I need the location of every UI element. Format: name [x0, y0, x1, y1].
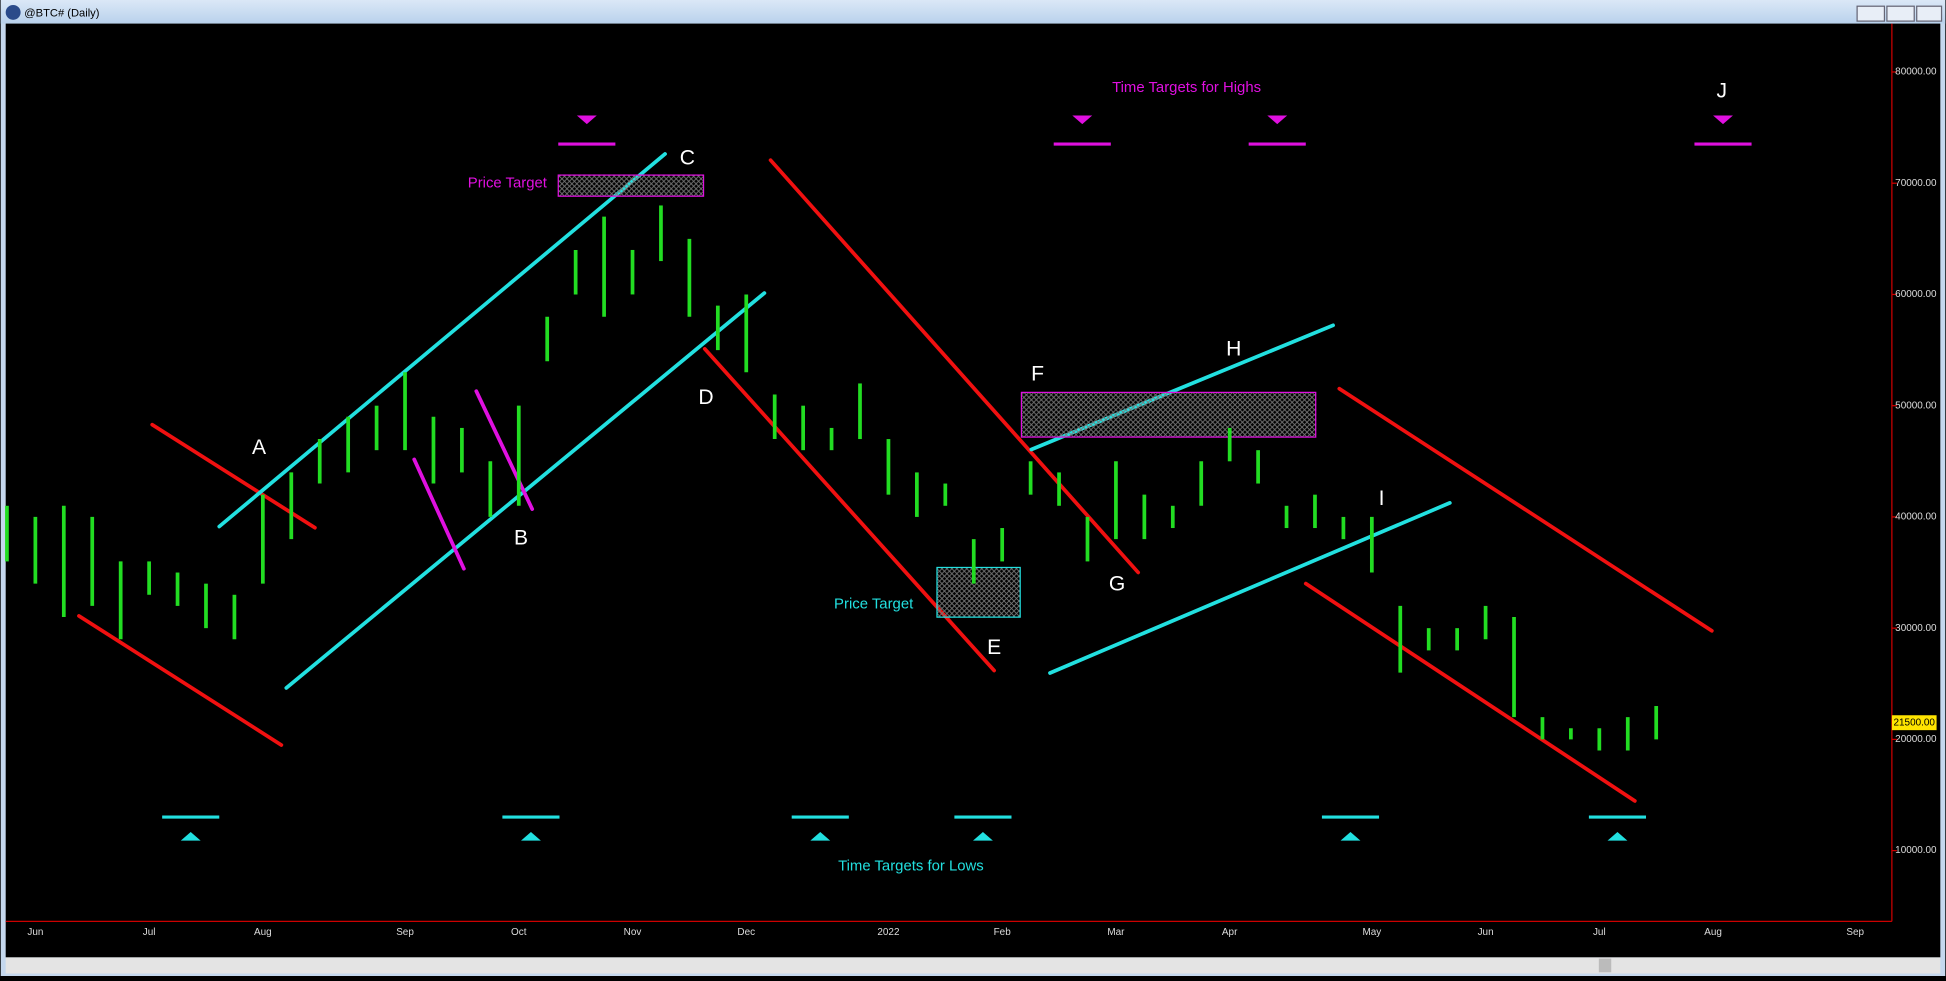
window-buttons[interactable]	[1856, 5, 1943, 22]
close-button[interactable]	[1916, 5, 1943, 22]
y-tick-label: 60000.00	[1895, 289, 1937, 300]
annotation: E	[987, 636, 1001, 659]
scrollbar[interactable]	[5, 957, 1941, 974]
y-tick-label: 30000.00	[1895, 623, 1937, 634]
x-tick-label: Jul	[1593, 927, 1606, 938]
annotation: Time Targets for Highs	[1112, 80, 1261, 96]
target-box	[936, 566, 1021, 618]
x-tick-label: Sep	[396, 927, 414, 938]
low-time-marker	[1607, 831, 1628, 841]
window-title: @BTC# (Daily)	[24, 8, 99, 20]
low-time-marker	[521, 831, 541, 841]
trend-line	[150, 422, 317, 530]
low-time-marker	[180, 831, 201, 841]
x-tick-label: Oct	[511, 927, 527, 938]
annotation: A	[252, 436, 267, 459]
annotation: J	[1716, 79, 1727, 102]
annotation: G	[1109, 572, 1125, 595]
annotation: H	[1226, 338, 1241, 361]
annotation: F	[1031, 363, 1044, 386]
time-markers	[162, 115, 1752, 841]
app-icon	[5, 4, 21, 20]
annotation: Price Target	[834, 597, 914, 613]
annotation: D	[698, 386, 713, 409]
target-box	[1020, 391, 1317, 438]
y-tick-label: 80000.00	[1895, 67, 1937, 78]
trend-line	[412, 457, 466, 571]
x-tick-label: Feb	[994, 927, 1012, 938]
plot-background	[5, 23, 1941, 958]
high-time-marker	[1072, 115, 1093, 125]
y-tick-label: 70000.00	[1895, 178, 1937, 189]
annotation: B	[514, 526, 528, 549]
y-tick-label: 20000.00	[1895, 734, 1937, 745]
x-tick-label: Apr	[1222, 927, 1238, 938]
x-tick-label: Dec	[737, 927, 755, 938]
title-bar	[0, 0, 1946, 24]
trend-line	[77, 614, 284, 747]
x-tick-label: Jun	[27, 927, 43, 938]
annotation: C	[680, 147, 695, 170]
annotation: Price Target	[468, 176, 548, 192]
trend-line	[474, 389, 535, 511]
annotations: Price Target Time Targets for Highs Time T…	[252, 79, 1727, 874]
x-tick-label: Nov	[624, 927, 642, 938]
trend-line	[1337, 386, 1714, 633]
drawings	[77, 152, 1714, 803]
high-time-marker	[1267, 115, 1288, 125]
low-time-marker	[1340, 831, 1361, 841]
y-tick-label: 50000.00	[1895, 400, 1937, 411]
target-box	[557, 174, 705, 197]
trend-line	[1303, 581, 1637, 803]
trend-line	[768, 158, 1141, 575]
last-price-flag	[1891, 715, 1937, 731]
low-time-marker	[810, 831, 831, 841]
x-tick-label: May	[1362, 927, 1381, 938]
trend-line	[1048, 501, 1452, 675]
annotation: Time Targets for Lows	[838, 859, 984, 875]
x-tick-label: 2022	[877, 927, 900, 938]
y-tick-label: 40000.00	[1895, 512, 1937, 523]
trend-line	[217, 152, 667, 529]
x-tick-label: Jun	[1478, 927, 1494, 938]
annotation: I	[1379, 487, 1385, 510]
x-tick-label: Mar	[1107, 927, 1125, 938]
price-bars	[5, 205, 1659, 751]
x-tick-label: Aug	[1704, 927, 1722, 938]
restore-button[interactable]	[1886, 5, 1915, 22]
last-price-label: 21500.00	[1894, 717, 1936, 728]
scrollbar-thumb[interactable]	[1598, 958, 1612, 973]
y-tick-label: 10000.00	[1895, 845, 1937, 856]
high-time-marker	[576, 115, 597, 125]
low-time-marker	[973, 831, 993, 841]
high-time-marker	[1713, 115, 1733, 125]
x-tick-label: Aug	[254, 927, 272, 938]
x-tick-label: Jul	[143, 927, 156, 938]
x-tick-label: Sep	[1846, 927, 1864, 938]
minimize-button[interactable]	[1856, 5, 1886, 22]
